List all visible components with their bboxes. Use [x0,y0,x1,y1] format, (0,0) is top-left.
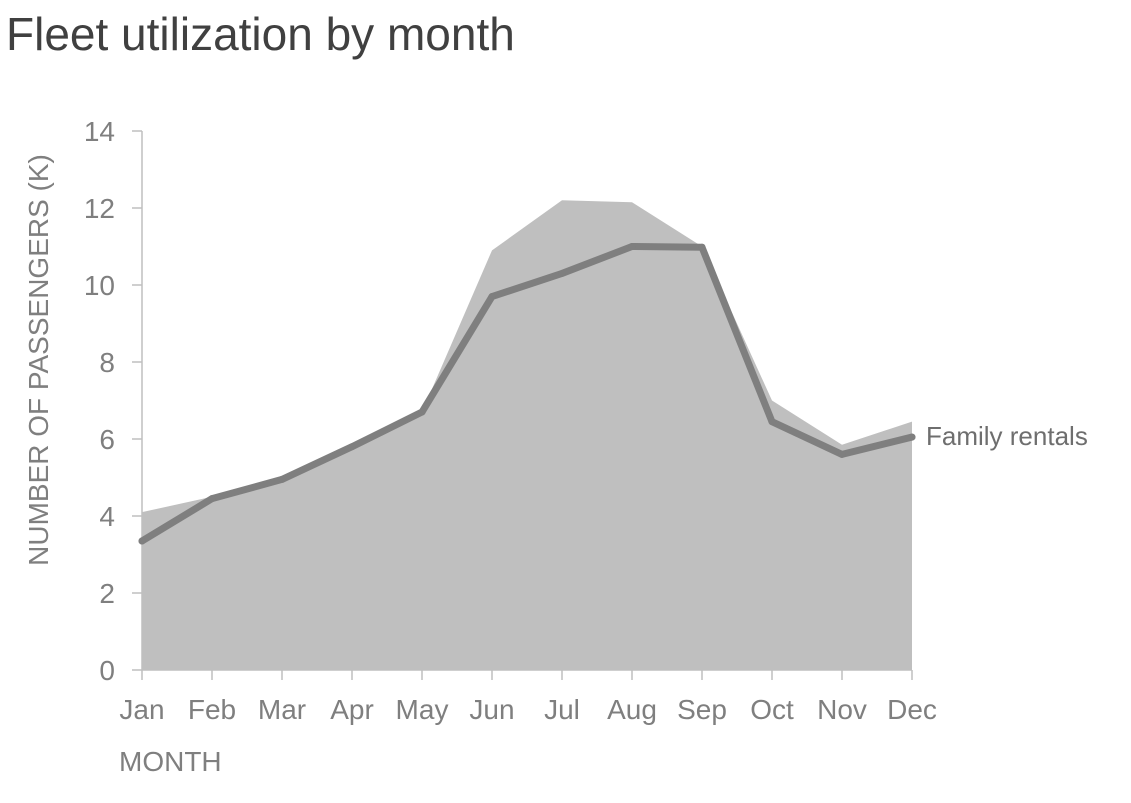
tick-labels: 0 2 4 6 8 10 12 14 Jan Feb Mar Apr May Jun Jul Aug Sep Oc… [84,116,937,725]
y-tick-label: 8 [99,347,115,378]
y-tick-label: 12 [84,193,115,224]
x-axis-label: MONTH [119,746,222,777]
y-tick-label: 0 [99,655,115,686]
area-series-layer [142,200,912,671]
x-tick-label-apr: Apr [330,694,374,725]
x-tick-label-feb: Feb [188,694,236,725]
x-tick-label-jun: Jun [469,694,514,725]
y-tick-label: 2 [99,578,115,609]
line-point-oct [768,418,776,426]
x-tick-label-may: May [396,694,449,725]
series-label-family-rentals: Family rentals [926,421,1088,451]
x-tick-label-oct: Oct [750,694,794,725]
y-tick-label: 6 [99,424,115,455]
x-tick-label-sep: Sep [677,694,727,725]
y-tick-label: 14 [84,116,115,147]
line-point-jun [488,293,496,301]
line-point-sep [698,243,706,251]
axes [132,130,913,680]
line-point-may [418,408,426,416]
line-point-dec [908,433,916,441]
line-point-jan [138,537,146,545]
x-tick-label-nov: Nov [817,694,867,725]
line-point-apr [348,443,356,451]
y-axis-label: NUMBER OF PASSENGERS (K) [23,154,54,566]
y-tick-label: 4 [99,501,115,532]
line-point-mar [278,475,286,483]
line-point-nov [838,450,846,458]
x-tick-label-dec: Dec [887,694,937,725]
y-tick-label: 10 [84,270,115,301]
x-tick-label-mar: Mar [258,694,306,725]
x-tick-label-aug: Aug [607,694,657,725]
x-tick-label-jan: Jan [119,694,164,725]
x-tick-label-jul: Jul [544,694,580,725]
line-point-jul [558,269,566,277]
chart-title: Fleet utilization by month [6,8,515,60]
line-series-layer [138,243,916,545]
line-series-family-rentals [138,243,916,545]
line-point-aug [628,243,636,250]
line-point-feb [208,495,216,503]
area-series-background [142,200,912,671]
